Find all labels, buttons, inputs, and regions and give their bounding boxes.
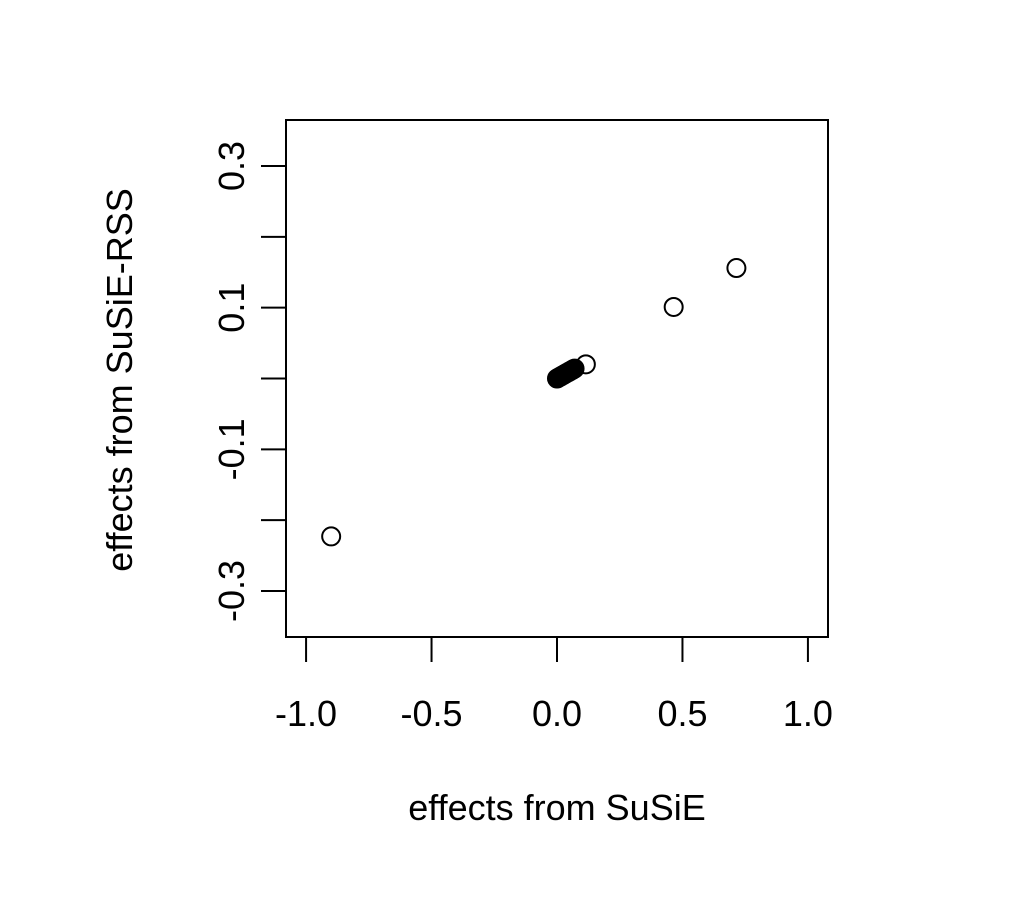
- x-axis-label: effects from SuSiE: [408, 787, 705, 828]
- data-points: [321, 258, 747, 547]
- x-tick-label: -0.5: [401, 693, 463, 734]
- x-tick-label: 1.0: [783, 693, 833, 734]
- data-point: [321, 526, 342, 547]
- data-point: [564, 358, 585, 379]
- y-tick-label: -0.3: [211, 560, 252, 622]
- x-tick-label: 0.5: [657, 693, 707, 734]
- y-axis-label: effects from SuSiE-RSS: [99, 188, 140, 571]
- y-axis: -0.3 -0.1 0.1 0.3: [211, 141, 287, 622]
- data-point: [663, 296, 684, 317]
- x-axis: -1.0 -0.5 0.0 0.5 1.0: [275, 636, 833, 734]
- data-point: [575, 354, 596, 375]
- x-tick-label: 0.0: [532, 693, 582, 734]
- y-tick-label: -0.1: [211, 418, 252, 480]
- data-point: [726, 258, 747, 279]
- y-tick-label: 0.1: [211, 283, 252, 333]
- x-tick-label: -1.0: [275, 693, 337, 734]
- y-tick-label: 0.3: [211, 141, 252, 191]
